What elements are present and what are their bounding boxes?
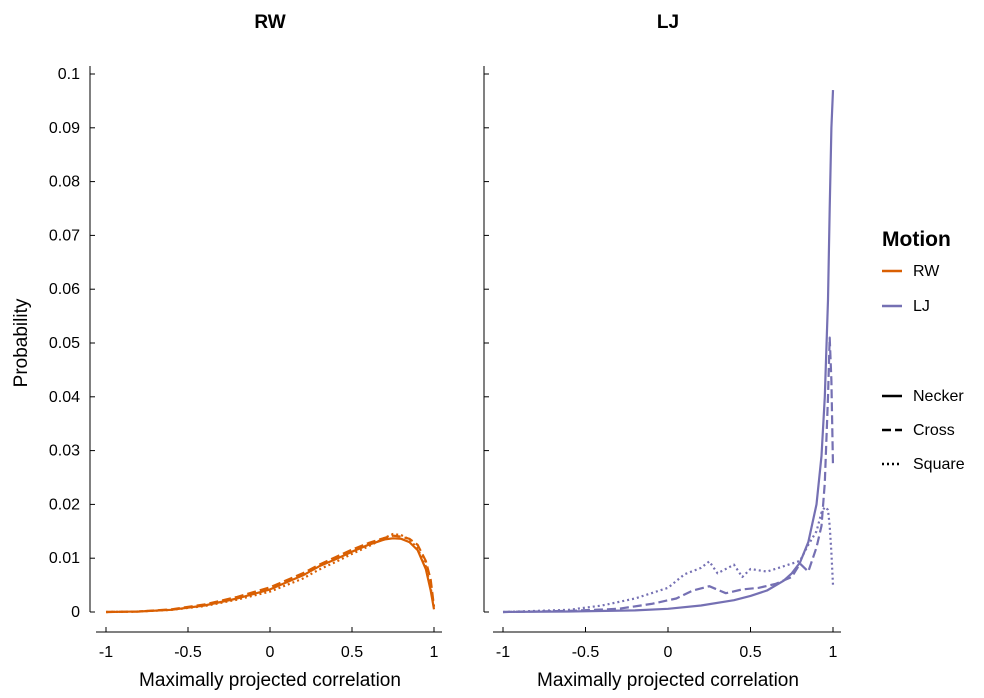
- y-tick-label-10: 0.1: [58, 66, 80, 83]
- legend-label-lj: LJ: [913, 298, 930, 315]
- series-line-rw-necker: [105, 537, 436, 614]
- x-tick-label-0-2: 0: [266, 644, 275, 661]
- x-axis-label-1: Maximally projected correlation: [537, 670, 799, 691]
- y-tick-label-0: 0: [71, 604, 80, 621]
- y-tick-label-1: 0.01: [49, 550, 80, 567]
- x-tick-label-1-4: 1: [829, 644, 838, 661]
- y-axis-label: Probability: [11, 298, 32, 387]
- series-line-lj-square: [502, 506, 835, 614]
- y-tick-label-5: 0.05: [49, 335, 80, 352]
- x-axis-label-0: Maximally projected correlation: [139, 670, 401, 691]
- legend-label-rw: RW: [913, 263, 940, 280]
- x-tick-label-1-0: -1: [496, 644, 510, 661]
- y-tick-label-7: 0.07: [49, 227, 80, 244]
- legend-label-square: Square: [913, 456, 965, 473]
- series-line-rw-square: [105, 532, 436, 614]
- y-tick-label-9: 0.09: [49, 120, 80, 137]
- y-tick-label-8: 0.08: [49, 174, 80, 191]
- series-line-lj-cross: [502, 336, 835, 614]
- y-tick-label-4: 0.04: [49, 389, 80, 406]
- legend-label-cross: Cross: [913, 422, 955, 439]
- y-tick-label-2: 0.02: [49, 496, 80, 513]
- x-tick-label-1-1: -0.5: [572, 644, 600, 661]
- series-line-lj-necker: [502, 90, 835, 614]
- x-tick-label-1-3: 0.5: [739, 644, 761, 661]
- panel-title-0: RW: [254, 12, 285, 33]
- y-tick-label-6: 0.06: [49, 281, 80, 298]
- legend-title: Motion: [882, 228, 951, 251]
- x-tick-label-0-0: -1: [99, 644, 113, 661]
- x-tick-label-1-2: 0: [664, 644, 673, 661]
- x-tick-label-0-3: 0.5: [341, 644, 363, 661]
- panel-title-1: LJ: [657, 12, 679, 33]
- y-tick-label-3: 0.03: [49, 443, 80, 460]
- x-tick-label-0-4: 1: [430, 644, 439, 661]
- x-tick-label-0-1: -0.5: [174, 644, 202, 661]
- legend-label-necker: Necker: [913, 388, 964, 405]
- series-line-rw-cross: [105, 534, 436, 614]
